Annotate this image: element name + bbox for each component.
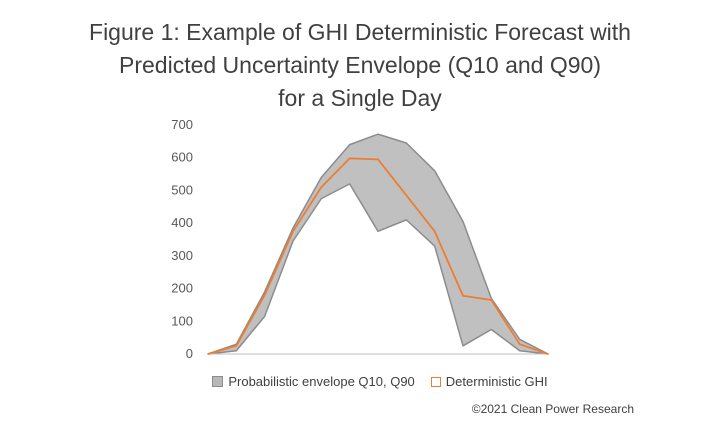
legend-swatch-deterministic [430, 376, 441, 387]
y-tick-label: 600 [171, 150, 193, 165]
chart-legend: Probabilistic envelope Q10, Q90 Determin… [180, 374, 580, 389]
legend-item-envelope: Probabilistic envelope Q10, Q90 [212, 374, 415, 389]
y-tick-label: 0 [186, 346, 193, 361]
deterministic-ghi-line [207, 157, 549, 355]
chart-title-line-2: Predicted Uncertainty Envelope (Q10 and … [119, 52, 601, 78]
y-tick-label: 500 [171, 182, 193, 197]
y-tick-label: 100 [171, 313, 193, 328]
y-tick-label: 300 [171, 248, 193, 263]
chart-title-line-3: for a Single Day [278, 85, 442, 111]
y-tick-label: 400 [171, 215, 193, 230]
legend-swatch-envelope [212, 376, 224, 387]
legend-item-deterministic: Deterministic GHI [430, 374, 548, 389]
legend-label-envelope: Probabilistic envelope Q10, Q90 [228, 374, 415, 389]
y-tick-label: 700 [171, 117, 193, 132]
y-tick-label: 200 [171, 281, 193, 296]
chart-title-line-1: Figure 1: Example of GHI Deterministic F… [89, 19, 631, 45]
uncertainty-envelope-band [207, 133, 549, 355]
chart-title: Figure 1: Example of GHI Deterministic F… [0, 16, 720, 115]
copyright-notice: ©2021 Clean Power Research [471, 402, 634, 416]
legend-label-deterministic: Deterministic GHI [445, 374, 548, 389]
